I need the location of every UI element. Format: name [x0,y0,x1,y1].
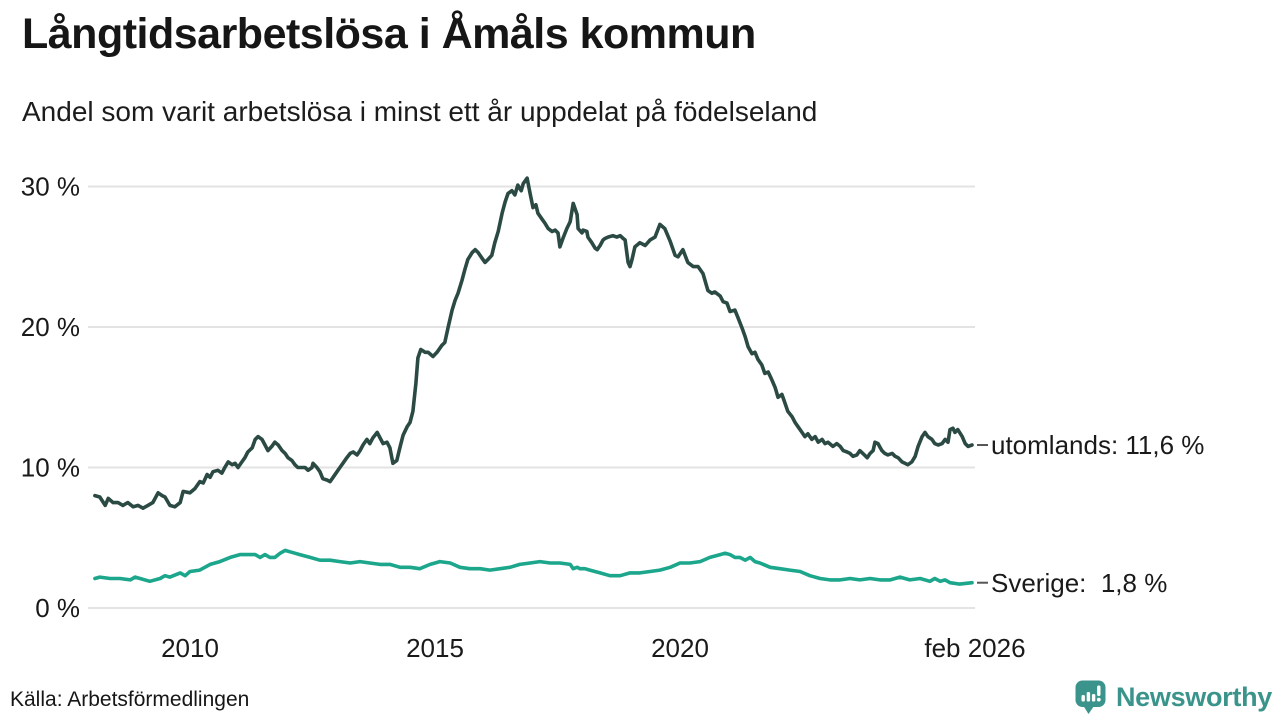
bar-chart-pin-icon [1075,680,1106,714]
x-tick-label: 2010 [161,633,219,663]
series-end-label-utomlands: utomlands: 11,6 % [991,430,1205,461]
x-tick-label: 2015 [406,633,464,663]
y-tick-label: 0 % [35,593,80,623]
brand-lockup: Newsworthy [1072,678,1272,716]
series-end-label-sverige: Sverige: 1,8 % [991,567,1168,598]
x-tick-label: 2020 [651,633,709,663]
page-title: Långtidsarbetslösa i Åmåls kommun [22,10,756,58]
y-tick-label: 10 % [21,453,80,483]
y-tick-label: 30 % [21,172,80,202]
y-tick-label: 20 % [21,312,80,342]
series-line-sverige [93,548,974,586]
series-line-utomlands [93,176,974,510]
page-subtitle: Andel som varit arbetslösa i minst ett å… [22,96,818,127]
source-attribution: Källa: Arbetsförmedlingen [10,688,250,711]
x-tick-label: feb 2026 [924,633,1025,663]
brand-name: Newsworthy [1115,681,1272,712]
